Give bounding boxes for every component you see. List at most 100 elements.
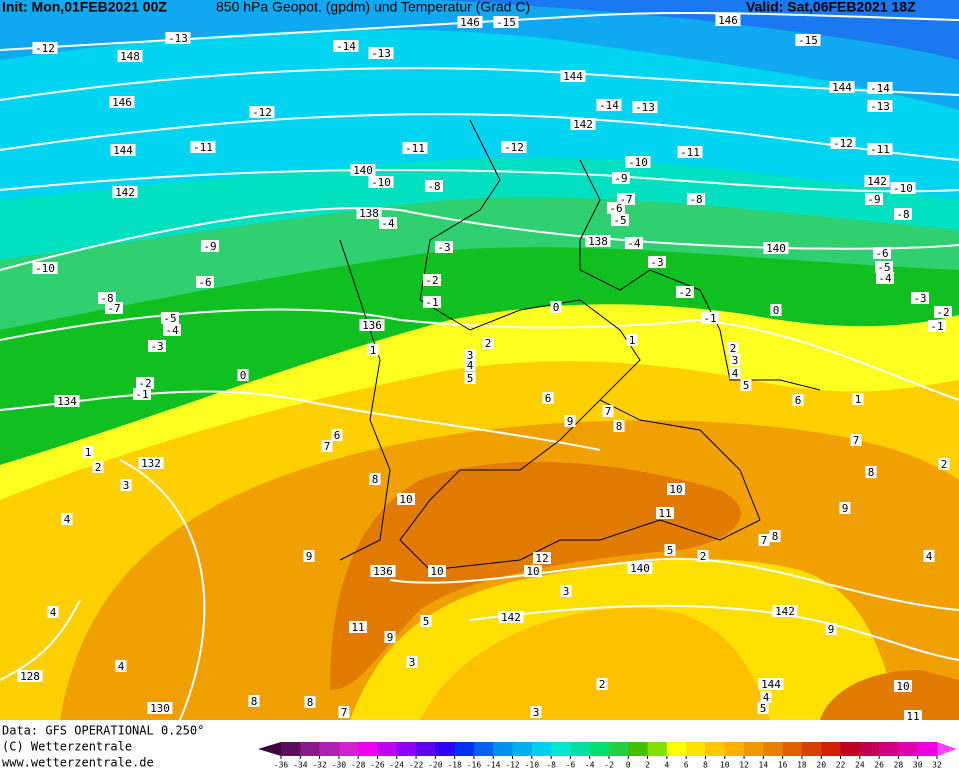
temperature-label-bg [613, 420, 625, 432]
temperature-label-bg [729, 354, 741, 366]
colorbar-bin [377, 742, 398, 756]
temperature-label-bg [865, 193, 883, 205]
temperature-label-bg [760, 691, 772, 703]
temperature-label: -7 [107, 302, 120, 315]
temperature-label-bg [542, 392, 554, 404]
temperature-label-bg [349, 621, 367, 633]
temperature-label-bg [402, 142, 428, 154]
temperature-label-bg [667, 483, 685, 495]
temperature-label: 4 [926, 550, 933, 563]
geopotential-label: 144 [761, 678, 781, 691]
colorbar-bin [666, 742, 687, 756]
geopotential-label-bg [715, 14, 741, 26]
temperature-label: 8 [372, 473, 379, 486]
temperature-label-bg [237, 369, 249, 381]
temperature-label: 7 [324, 440, 331, 453]
temperature-label-bg [626, 334, 638, 346]
temperature-label-bg [677, 146, 703, 158]
colorbar-bin [898, 742, 919, 756]
temperature-label-bg [876, 272, 894, 284]
colorbar-tick-label: 6 [684, 761, 689, 770]
temperature-label: 5 [667, 544, 674, 557]
temperature-label: -10 [893, 182, 913, 195]
colorbar-tick-label: -30 [332, 761, 347, 770]
temperature-label: -1 [135, 388, 148, 401]
temperature-label: -11 [680, 146, 700, 159]
colorbar-tick-label: 0 [626, 761, 631, 770]
temperature-label: 3 [467, 349, 474, 362]
geopotential-label-bg [627, 562, 653, 574]
map-labels: -12-13-14-13-15-15-14-13-12-14 -13-11 -11-… [17, 14, 952, 723]
temperature-label: 9 [306, 550, 313, 563]
temperature-label-bg [550, 301, 562, 313]
colorbar-bin [840, 742, 861, 756]
temperature-label: -1 [930, 320, 943, 333]
colorbar-bin [473, 742, 494, 756]
temperature-label: 1 [370, 344, 377, 357]
temperature-label-bg [676, 286, 694, 298]
temperature-label: 3 [123, 479, 130, 492]
temperature-label-bg [795, 34, 821, 46]
geopotential-label-bg [560, 70, 586, 82]
temperature-label: 1 [629, 334, 636, 347]
colorbar-bin [570, 742, 591, 756]
geopotential-label: 146 [112, 96, 132, 109]
temperature-label: -8 [427, 180, 440, 193]
colorbar-bin [416, 742, 436, 756]
temperature-label-bg [61, 513, 73, 525]
temperature-label-bg [493, 16, 519, 28]
temperature-label-bg [304, 696, 316, 708]
temperature-label-bg [368, 47, 394, 59]
geopotential-label: 142 [115, 186, 135, 199]
temperature-label: -13 [870, 100, 890, 113]
url: www.wetterzentrale.de [2, 756, 154, 770]
temperature-label: -10 [371, 176, 391, 189]
temperature-label: -4 [878, 272, 892, 285]
temp-band [330, 461, 741, 690]
temperature-label-bg [625, 237, 643, 249]
temperature-label-bg [770, 304, 782, 316]
colorbar-tick-label: -28 [351, 761, 366, 770]
colorbar-bin [435, 742, 456, 756]
temperature-label: -14 [336, 40, 356, 53]
colorbar-bin [821, 742, 842, 756]
temperature-label-bg [321, 440, 333, 452]
temperature-label-bg [384, 631, 396, 643]
temperature-label-bg [148, 340, 166, 352]
temperature-label-bg [596, 99, 622, 111]
colorbar-bin [609, 742, 629, 756]
temperature-label-bg [464, 359, 476, 371]
temperature-label-bg [92, 461, 104, 473]
colorbar-bin [396, 742, 417, 756]
colorbar-bin [454, 742, 475, 756]
temperature-label: -6 [198, 276, 211, 289]
contour [0, 599, 81, 681]
map [0, 0, 959, 721]
colorbar-tick-label: -10 [525, 761, 540, 770]
geopotential-label: 140 [766, 242, 786, 255]
geopotential-label-bg [370, 565, 396, 577]
temperature-label-bg [894, 680, 912, 692]
temperature-label: -2 [678, 286, 691, 299]
temperature-label: 2 [599, 678, 606, 691]
temperature-label-bg [423, 296, 441, 308]
temperature-label: -12 [504, 141, 524, 154]
temperature-label: 4 [467, 359, 474, 372]
temperature-label-bg [923, 550, 935, 562]
temperature-label-bg [758, 534, 770, 546]
geopotential-label-bg [570, 118, 596, 130]
contour [0, 169, 959, 193]
colorbar-bin [493, 742, 514, 756]
geopotential-label-bg [54, 395, 80, 407]
colorbar-bin [358, 742, 378, 756]
border [339, 239, 391, 561]
colorbar-bin [512, 742, 533, 756]
temperature-label: 4 [118, 660, 125, 673]
temperature-label-bg [120, 479, 132, 491]
colorbar-bin [281, 742, 301, 756]
temperature-label-bg [369, 473, 381, 485]
temperature-label: -14 [599, 99, 619, 112]
temperature-label: 10 [669, 483, 682, 496]
temperature-label-bg [656, 507, 674, 519]
